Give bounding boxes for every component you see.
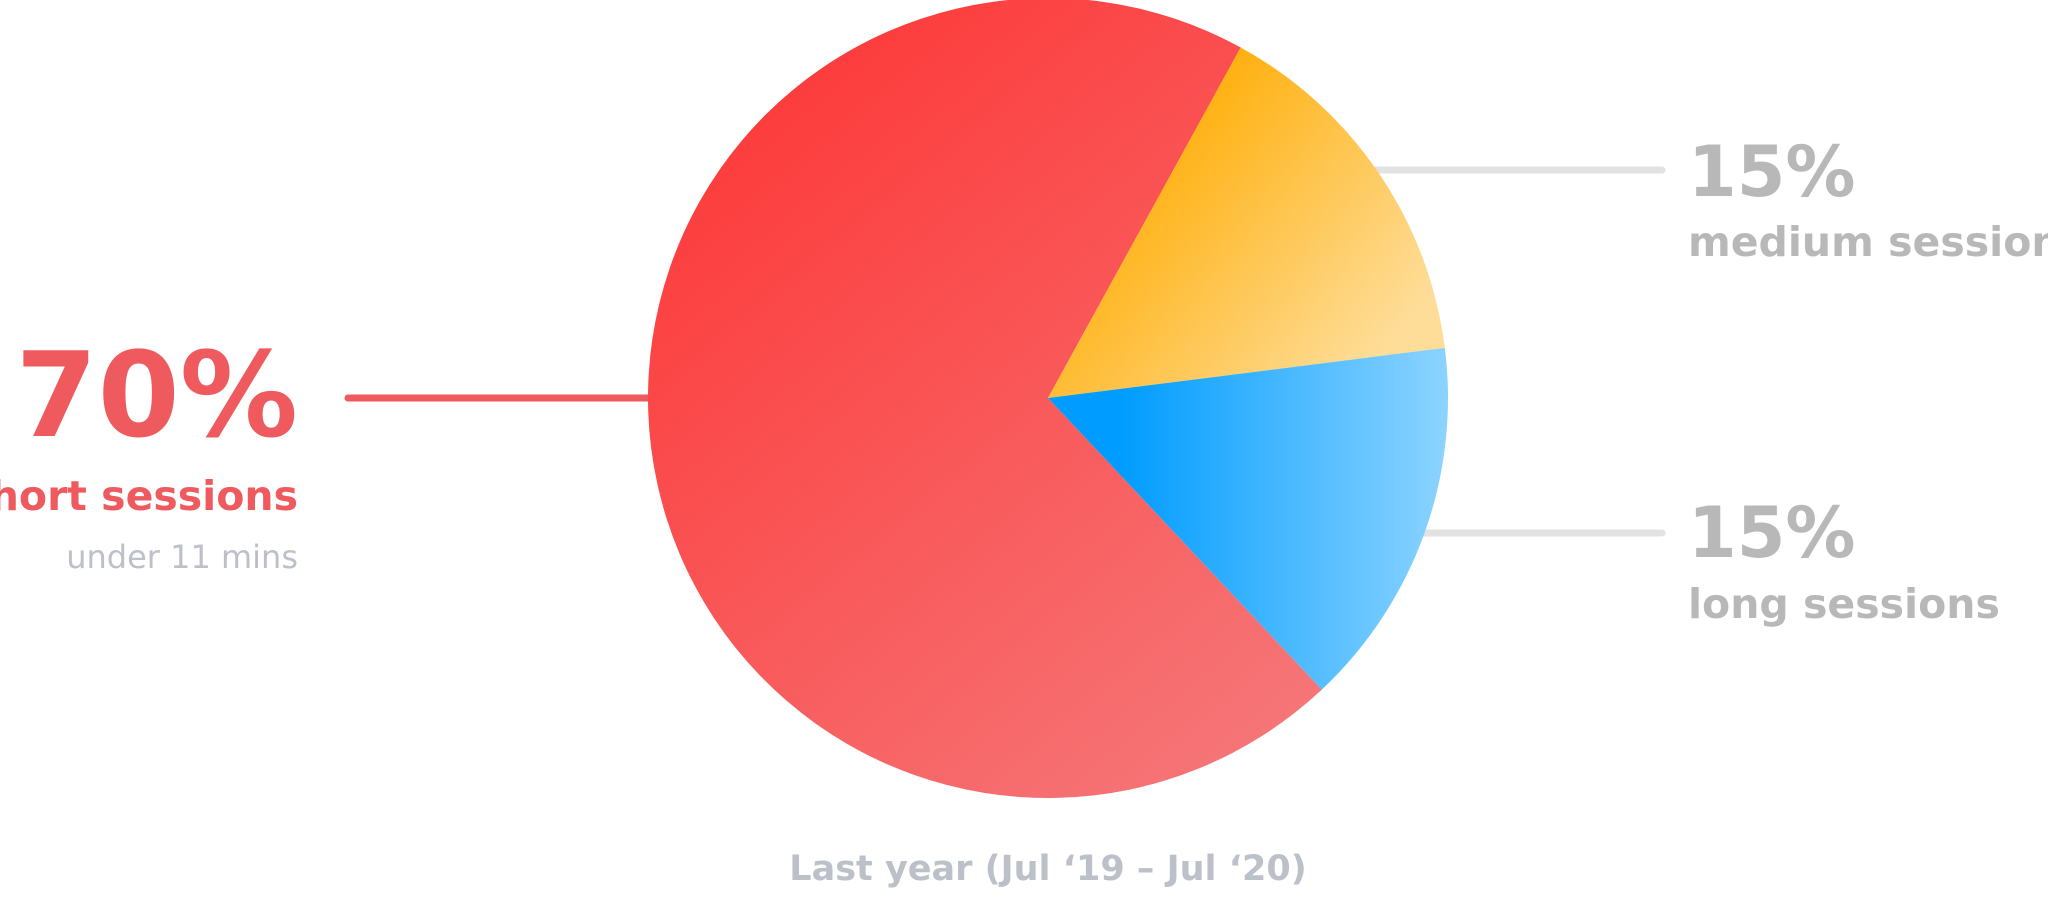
pie-slice-short [648, 0, 1322, 798]
pie-slice-long [1048, 347, 1449, 690]
pie-slice-medium [1048, 47, 1445, 398]
chart-subtitle: Last year (Jul ‘19 – Jul ‘20) [789, 849, 1306, 889]
percent-label-short: 70% [16, 326, 298, 464]
slice-label-long: long sessions [1688, 580, 2000, 628]
slice-note-short: under 11 mins [66, 538, 298, 576]
percent-label-long: 15% [1688, 492, 1856, 574]
percent-label-medium: 15% [1688, 131, 1856, 213]
slice-label-short: short sessions [0, 472, 298, 520]
slice-label-medium: medium sessions [1688, 218, 2048, 266]
